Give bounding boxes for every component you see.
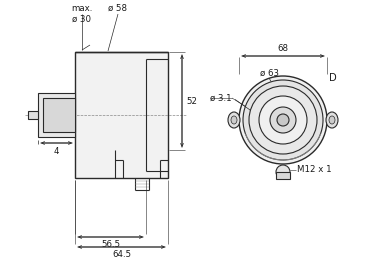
Text: M12 x 1: M12 x 1 bbox=[297, 166, 332, 174]
Text: 52: 52 bbox=[186, 96, 197, 106]
Circle shape bbox=[249, 86, 317, 154]
Text: 4: 4 bbox=[54, 147, 59, 156]
Bar bbox=[43, 98, 75, 132]
Bar bbox=[276, 172, 290, 179]
Text: D: D bbox=[329, 73, 337, 83]
Bar bbox=[75, 52, 168, 178]
Bar bbox=[28, 111, 38, 119]
Text: 64.5: 64.5 bbox=[112, 250, 131, 259]
Text: 68: 68 bbox=[277, 44, 288, 53]
Ellipse shape bbox=[329, 116, 335, 124]
Ellipse shape bbox=[228, 112, 240, 128]
Ellipse shape bbox=[231, 116, 237, 124]
Circle shape bbox=[239, 76, 327, 164]
Ellipse shape bbox=[326, 112, 338, 128]
Circle shape bbox=[277, 114, 289, 126]
Text: max.
ø 30: max. ø 30 bbox=[71, 4, 93, 23]
Text: 56.5: 56.5 bbox=[101, 240, 120, 249]
Circle shape bbox=[243, 80, 323, 160]
Text: ø 63: ø 63 bbox=[259, 69, 279, 78]
Text: ø 58: ø 58 bbox=[109, 4, 127, 13]
Bar bbox=[38, 93, 75, 137]
Circle shape bbox=[259, 96, 307, 144]
Text: ø 3.1: ø 3.1 bbox=[210, 94, 231, 102]
Circle shape bbox=[276, 165, 290, 179]
Circle shape bbox=[270, 107, 296, 133]
